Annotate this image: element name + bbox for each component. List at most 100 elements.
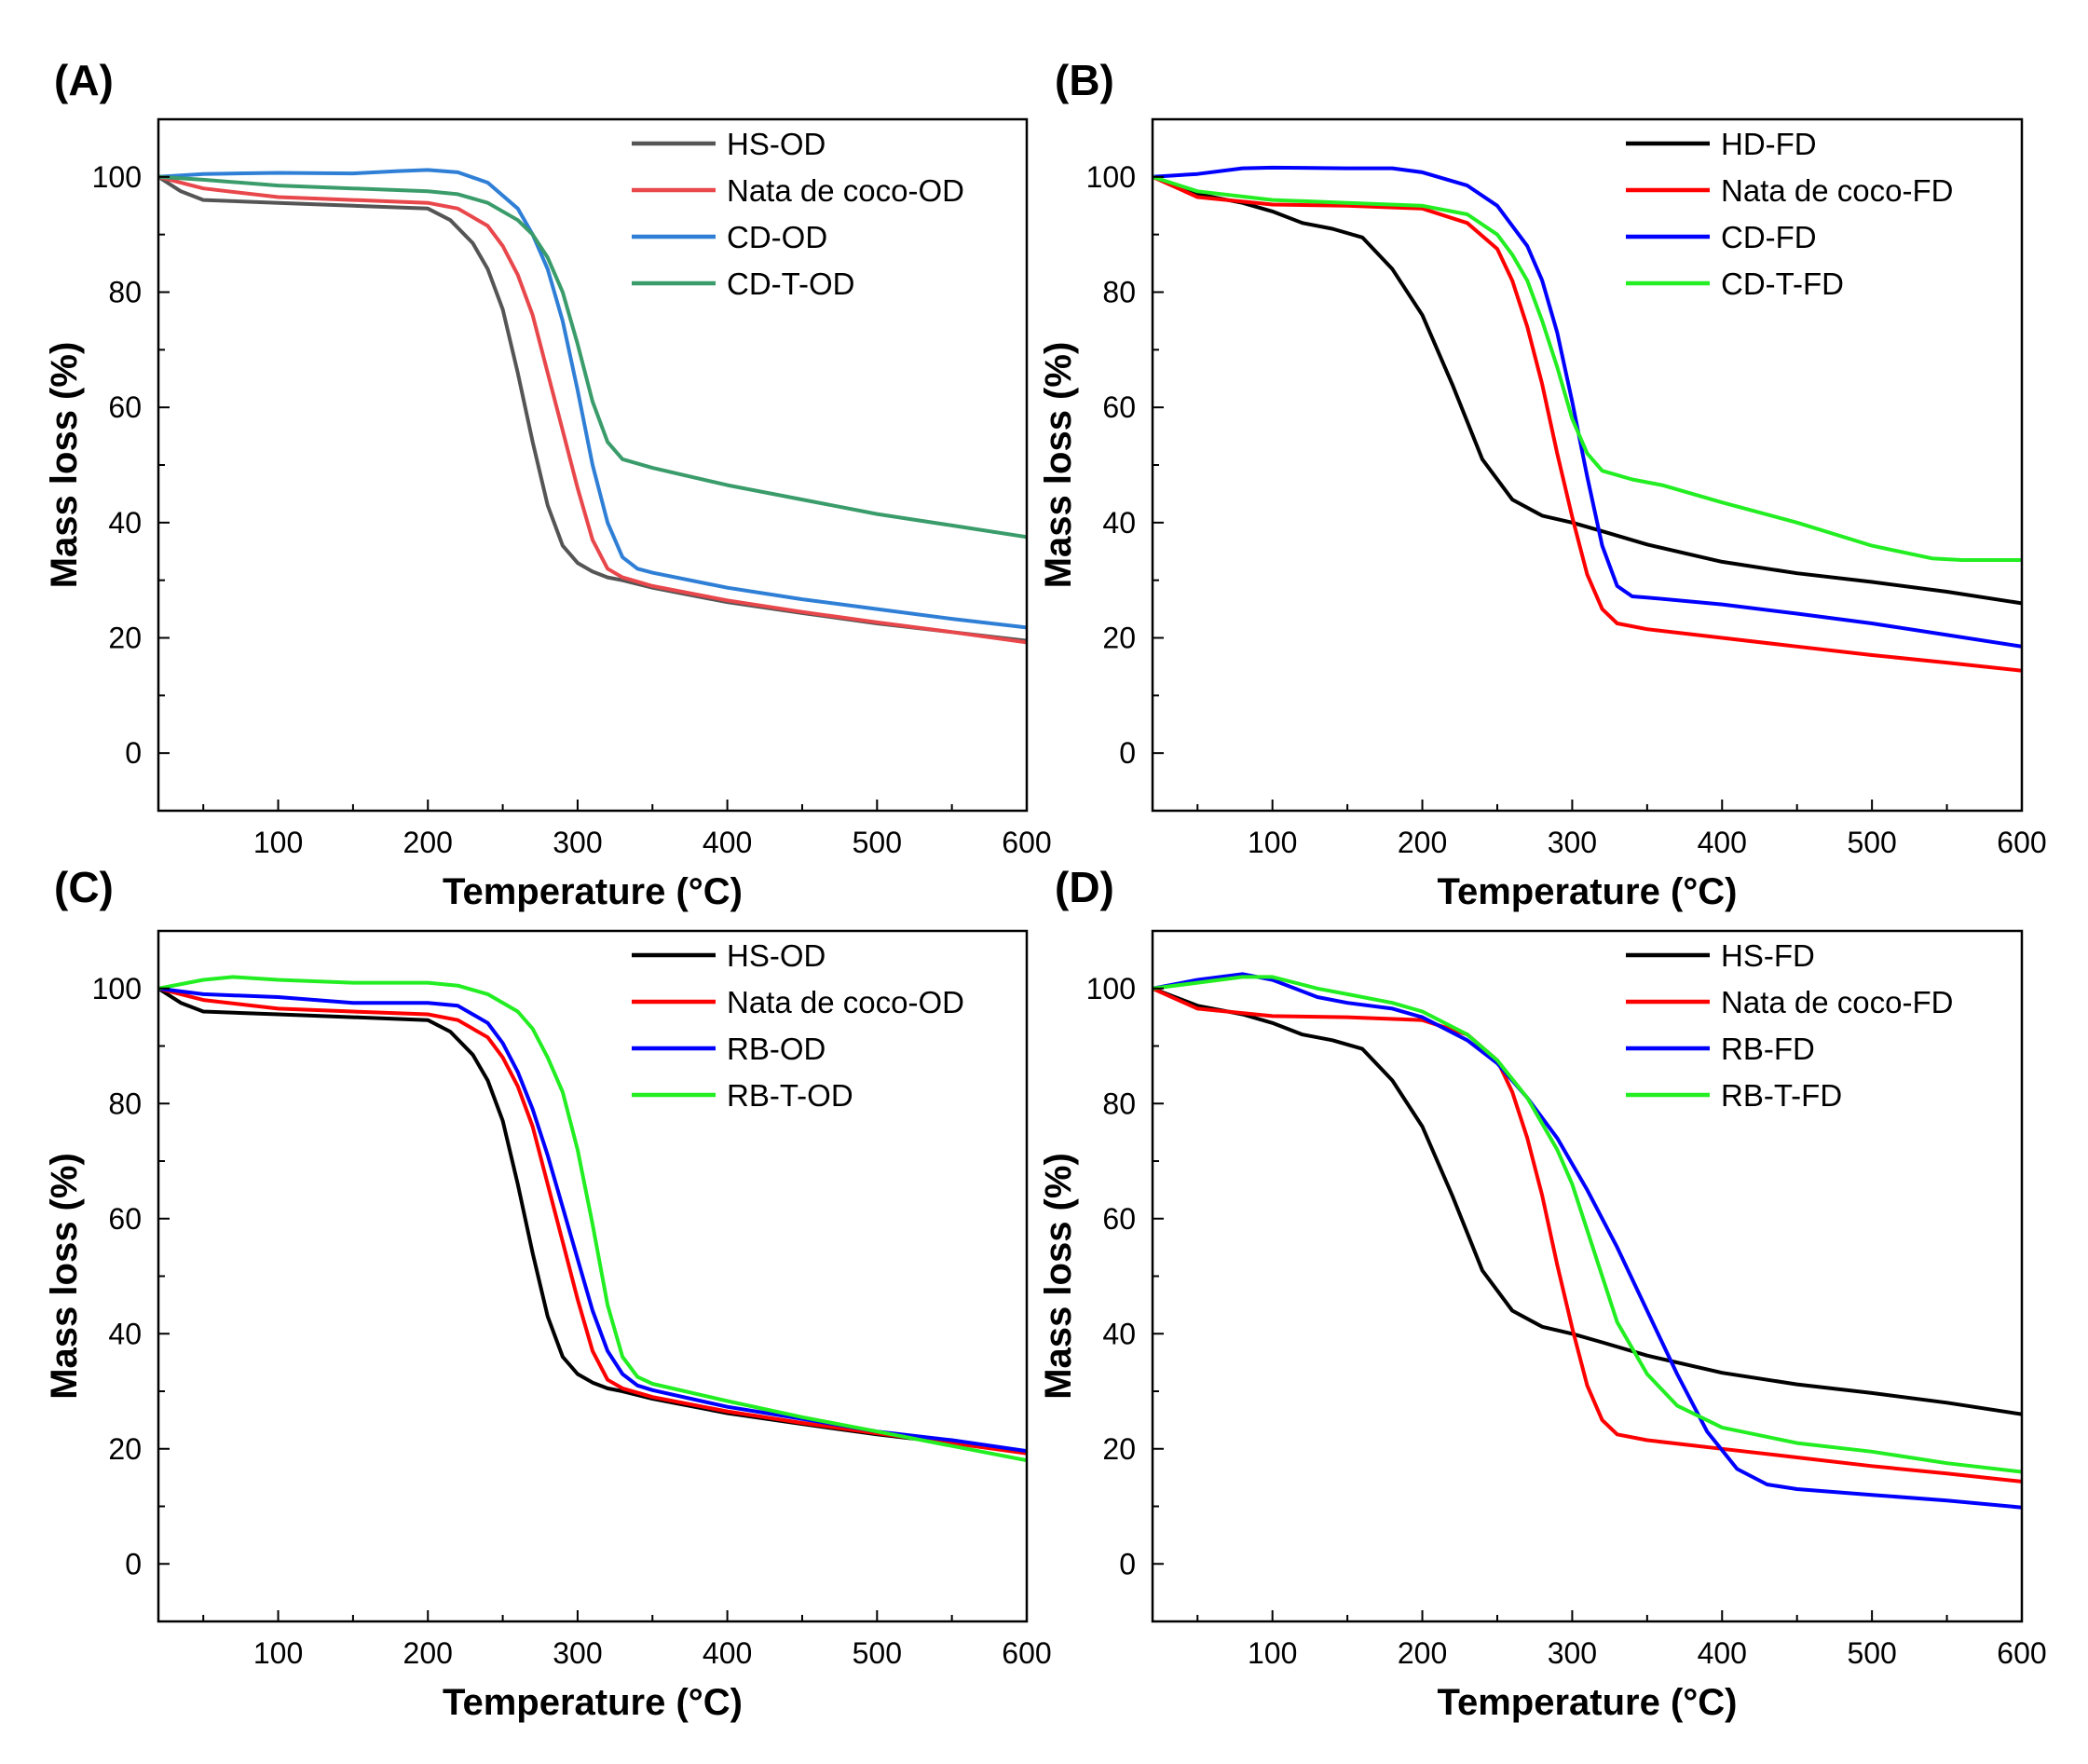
panel-letter: (B) bbox=[1055, 56, 1114, 104]
y-tick-label: 0 bbox=[125, 736, 142, 770]
legend-label: Nata de coco-FD bbox=[1721, 985, 1953, 1019]
panel-letter: (A) bbox=[54, 56, 114, 104]
x-tick-label: 600 bbox=[1002, 826, 1051, 859]
x-axis-title: Temperature (°C) bbox=[443, 871, 743, 912]
series-line bbox=[1153, 174, 2022, 606]
legend-label: RB-T-OD bbox=[727, 1078, 853, 1113]
x-tick-label: 500 bbox=[853, 826, 902, 859]
x-tick-label: 400 bbox=[1698, 1636, 1747, 1670]
y-tick-label: 80 bbox=[108, 276, 142, 309]
y-axis-title: Mass loss (%) bbox=[1038, 342, 1079, 589]
y-tick-label: 40 bbox=[108, 1317, 142, 1350]
x-tick-label: 500 bbox=[1847, 826, 1896, 859]
legend-label: CD-T-FD bbox=[1721, 267, 1844, 301]
y-tick-label: 100 bbox=[1086, 972, 1136, 1005]
series-line bbox=[1153, 986, 2022, 1416]
y-tick-label: 20 bbox=[1102, 622, 1136, 655]
series-line bbox=[158, 174, 1027, 643]
panel-letter: (D) bbox=[1055, 863, 1114, 911]
y-tick-label: 20 bbox=[108, 1432, 142, 1466]
plot-frame bbox=[1151, 929, 2024, 1623]
x-tick-label: 400 bbox=[1698, 826, 1747, 859]
legend-label: RB-FD bbox=[1721, 1032, 1815, 1066]
y-axis-title: Mass loss (%) bbox=[44, 342, 85, 589]
legend: HS-OD Nata de coco-OD RB-OD RB-T-OD bbox=[632, 938, 964, 1113]
x-tick-label: 200 bbox=[1398, 1636, 1447, 1670]
x-tick-label: 100 bbox=[1248, 826, 1297, 859]
plot-frame bbox=[157, 929, 1029, 1623]
x-tick-label: 100 bbox=[253, 1636, 303, 1670]
y-tick-label: 80 bbox=[1102, 1087, 1136, 1120]
x-tick-label: 500 bbox=[853, 1636, 902, 1670]
x-tick-label: 200 bbox=[403, 826, 453, 859]
chart-panel: (C) 100 200 300 400 500 600 0 20 40 60 80 100 Tempera… bbox=[44, 863, 1052, 1723]
series-line bbox=[158, 986, 1027, 1454]
legend: HS-FD Nata de coco-FD RB-FD RB-T-FD bbox=[1626, 938, 1953, 1113]
series-line bbox=[158, 986, 1027, 1456]
series-line bbox=[1153, 972, 2022, 1510]
y-tick-label: 100 bbox=[1086, 160, 1136, 194]
legend-label: CD-T-OD bbox=[727, 267, 854, 301]
series-line bbox=[1153, 165, 2022, 649]
panel-letter: (C) bbox=[54, 863, 114, 911]
legend: HD-FD Nata de coco-FD CD-FD CD-T-FD bbox=[1626, 127, 1953, 301]
x-tick-label: 300 bbox=[553, 1636, 602, 1670]
x-tick-label: 100 bbox=[253, 826, 303, 859]
y-tick-label: 20 bbox=[108, 622, 142, 655]
x-tick-label: 200 bbox=[1398, 826, 1447, 859]
y-tick-label: 60 bbox=[1102, 1202, 1136, 1236]
y-tick-label: 60 bbox=[108, 390, 142, 424]
series-line bbox=[1153, 975, 2022, 1474]
series-line bbox=[158, 168, 1027, 630]
series-line bbox=[1153, 986, 2022, 1484]
legend-label: Nata de coco-OD bbox=[727, 985, 964, 1019]
y-tick-label: 0 bbox=[1119, 1547, 1136, 1580]
plot-frame bbox=[1151, 117, 2024, 813]
chart-panel: (A) 100 200 300 400 500 600 0 20 40 60 80 100 Tempera… bbox=[44, 56, 1052, 912]
y-tick-label: 100 bbox=[92, 160, 142, 194]
y-tick-label: 80 bbox=[1102, 276, 1136, 309]
x-tick-label: 600 bbox=[1997, 1636, 2046, 1670]
series-line bbox=[158, 174, 1027, 540]
legend-label: HS-OD bbox=[727, 938, 826, 973]
x-tick-label: 500 bbox=[1847, 1636, 1896, 1670]
chart-panel: (B) 100 200 300 400 500 600 0 20 40 60 80 100 Tempera… bbox=[1038, 56, 2047, 912]
legend: HS-OD Nata de coco-OD CD-OD CD-T-OD bbox=[632, 127, 964, 301]
x-tick-label: 400 bbox=[703, 826, 752, 859]
series-line bbox=[158, 174, 1027, 645]
x-tick-label: 300 bbox=[1548, 1636, 1597, 1670]
y-tick-label: 40 bbox=[1102, 1317, 1136, 1350]
chart-panel: (D) 100 200 300 400 500 600 0 20 40 60 80 100 Tempera… bbox=[1038, 863, 2047, 1723]
legend-label: HS-FD bbox=[1721, 938, 1815, 973]
x-tick-label: 600 bbox=[1997, 826, 2046, 859]
x-tick-label: 300 bbox=[1548, 826, 1597, 859]
legend-label: HS-OD bbox=[727, 127, 826, 161]
y-tick-label: 60 bbox=[1102, 390, 1136, 424]
y-tick-label: 0 bbox=[1119, 736, 1136, 770]
y-axis-title: Mass loss (%) bbox=[1038, 1153, 1079, 1400]
x-axis-title: Temperature (°C) bbox=[443, 1682, 743, 1723]
legend-label: CD-FD bbox=[1721, 220, 1817, 254]
series-line bbox=[1153, 174, 2022, 562]
y-tick-label: 80 bbox=[108, 1087, 142, 1120]
series-line bbox=[1153, 174, 2022, 673]
y-tick-label: 0 bbox=[125, 1547, 142, 1580]
x-axis-title: Temperature (°C) bbox=[1438, 1682, 1738, 1723]
legend-label: CD-OD bbox=[727, 220, 827, 254]
x-tick-label: 600 bbox=[1002, 1636, 1051, 1670]
x-tick-label: 200 bbox=[403, 1636, 453, 1670]
y-tick-label: 40 bbox=[108, 506, 142, 540]
y-tick-label: 100 bbox=[92, 972, 142, 1005]
y-tick-label: 40 bbox=[1102, 506, 1136, 540]
legend-label: Nata de coco-FD bbox=[1721, 173, 1953, 208]
y-tick-label: 20 bbox=[1102, 1432, 1136, 1466]
legend-label: Nata de coco-OD bbox=[727, 173, 964, 208]
legend-label: HD-FD bbox=[1721, 127, 1817, 161]
y-axis-title: Mass loss (%) bbox=[44, 1153, 85, 1400]
series-line bbox=[158, 975, 1027, 1463]
x-tick-label: 100 bbox=[1248, 1636, 1297, 1670]
y-tick-label: 60 bbox=[108, 1202, 142, 1236]
x-axis-title: Temperature (°C) bbox=[1438, 871, 1738, 912]
legend-label: RB-T-FD bbox=[1721, 1078, 1842, 1113]
